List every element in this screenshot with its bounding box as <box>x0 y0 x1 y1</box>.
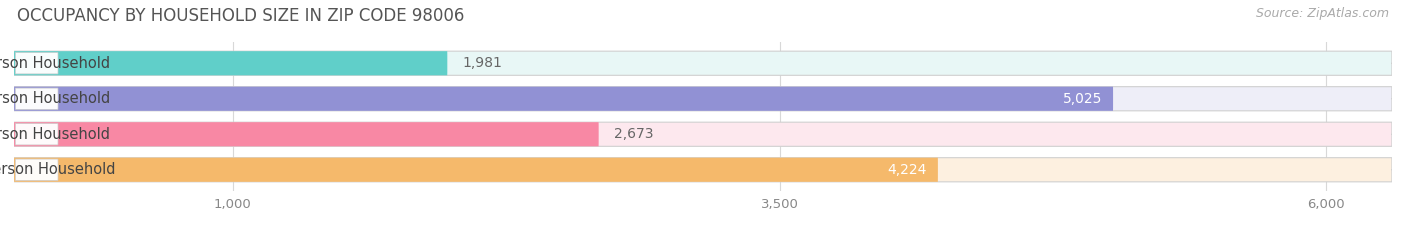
FancyBboxPatch shape <box>14 51 1392 75</box>
FancyBboxPatch shape <box>15 123 58 145</box>
FancyBboxPatch shape <box>15 159 58 180</box>
Text: Source: ZipAtlas.com: Source: ZipAtlas.com <box>1256 7 1389 20</box>
FancyBboxPatch shape <box>14 122 599 146</box>
Text: 2,673: 2,673 <box>614 127 654 141</box>
Text: 4+ Person Household: 4+ Person Household <box>0 162 115 177</box>
Text: 2-Person Household: 2-Person Household <box>0 91 110 106</box>
Text: 5,025: 5,025 <box>1063 92 1102 106</box>
Text: 1,981: 1,981 <box>463 56 502 70</box>
Text: OCCUPANCY BY HOUSEHOLD SIZE IN ZIP CODE 98006: OCCUPANCY BY HOUSEHOLD SIZE IN ZIP CODE … <box>17 7 464 25</box>
Text: 4,224: 4,224 <box>887 163 927 177</box>
FancyBboxPatch shape <box>14 51 447 75</box>
FancyBboxPatch shape <box>14 122 1392 146</box>
FancyBboxPatch shape <box>14 87 1114 111</box>
FancyBboxPatch shape <box>14 87 1392 111</box>
FancyBboxPatch shape <box>14 158 1392 182</box>
FancyBboxPatch shape <box>14 158 938 182</box>
Text: 1-Person Household: 1-Person Household <box>0 56 110 71</box>
Text: 3-Person Household: 3-Person Household <box>0 127 110 142</box>
FancyBboxPatch shape <box>15 53 58 74</box>
FancyBboxPatch shape <box>15 88 58 110</box>
